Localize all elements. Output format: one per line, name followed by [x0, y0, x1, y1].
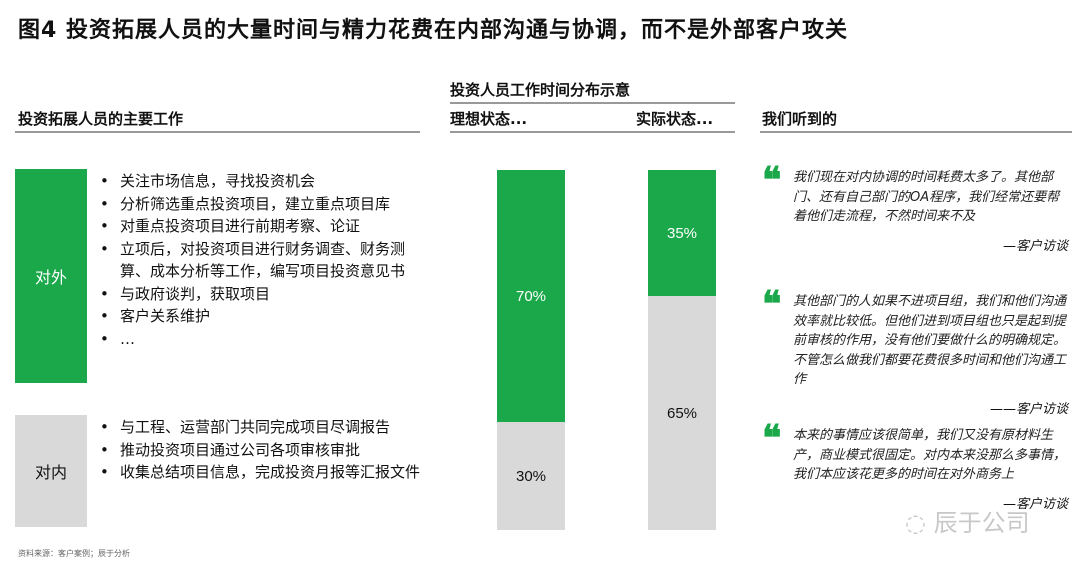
quote-block: ❝ 其他部门的人如果不进项目组，我们和他们沟通效率就比较低。但他们进到项目组也只… [762, 286, 1072, 417]
quote-text: 我们现在对内协调的时间耗费太多了。其他部门、还有自己部门的OA程序，我们经常还要… [793, 170, 1060, 224]
task-item: 对重点投资项目进行前期考察、论证 [100, 215, 420, 238]
bar-segment-external: 70% [497, 170, 565, 422]
divider [450, 131, 735, 133]
left-header: 投资拓展人员的主要工作 [18, 110, 184, 128]
category-label-ideal: 理想状态... [450, 110, 528, 128]
task-item: 关注市场信息，寻找投资机会 [100, 170, 420, 193]
task-item: 与工程、运营部门共同完成项目尽调报告 [100, 416, 420, 439]
bar-actual: 35% 65% [648, 170, 716, 530]
quote-attribution: —客户访谈 [1002, 238, 1068, 254]
internal-task-list: 与工程、运营部门共同完成项目尽调报告推动投资项目通过公司各项审核审批收集总结项目… [100, 416, 420, 484]
task-item: 分析筛选重点投资项目，建立重点项目库 [100, 193, 420, 216]
bar-segment-external: 35% [648, 170, 716, 296]
quote-mark-icon: ❝ [762, 283, 782, 325]
task-item: 收集总结项目信息，完成投资月报等汇报文件 [100, 461, 420, 484]
task-item: 立项后，对投资项目进行财务调查、财务测算、成本分析等工作，编写项目投资意见书 [100, 238, 420, 283]
group-label: 对外 [34, 268, 67, 287]
source-note: 资料来源：客户案例；辰于分析 [18, 549, 130, 558]
data-label: 30% [515, 467, 547, 485]
chart-title: 投资人员工作时间分布示意 [450, 81, 631, 99]
quote-mark-icon: ❝ [762, 417, 782, 459]
quote-attribution: ——客户访谈 [989, 401, 1068, 417]
right-header: 我们听到的 [762, 110, 838, 128]
bar-ideal: 70% 30% [497, 170, 565, 530]
watermark-logo: ◌ 辰于公司 [905, 509, 1030, 537]
external-label-box: 对外 [15, 169, 87, 383]
page-title: 图4 投资拓展人员的大量时间与精力花费在内部沟通与协调，而不是外部客户攻关 [18, 18, 848, 43]
bar-segment-internal: 30% [497, 422, 565, 530]
task-item: 客户关系维护 [100, 305, 420, 328]
divider [760, 131, 1072, 133]
task-item: 与政府谈判，获取项目 [100, 283, 420, 306]
internal-label-box: 对内 [15, 415, 87, 527]
divider [15, 131, 420, 133]
bar-segment-internal: 65% [648, 296, 716, 530]
quote-text: 其他部门的人如果不进项目组，我们和他们沟通效率就比较低。但他们进到项目组也只是起… [793, 294, 1067, 387]
task-item: … [100, 328, 420, 351]
quote-block: ❝ 我们现在对内协调的时间耗费太多了。其他部门、还有自己部门的OA程序，我们经常… [762, 162, 1072, 254]
external-task-list: 关注市场信息，寻找投资机会分析筛选重点投资项目，建立重点项目库对重点投资项目进行… [100, 170, 420, 350]
quote-attribution: —客户访谈 [1002, 496, 1068, 512]
data-label: 35% [666, 224, 698, 242]
quote-text: 本来的事情应该很简单，我们又没有原材料生产，商业模式很固定。对内本来没那么多事情… [793, 428, 1067, 482]
watermark-text: 辰于公司 [933, 509, 1030, 537]
task-item: 推动投资项目通过公司各项审核审批 [100, 439, 420, 462]
quote-mark-icon: ❝ [762, 159, 782, 201]
data-label: 65% [666, 404, 698, 422]
quote-block: ❝ 本来的事情应该很简单，我们又没有原材料生产，商业模式很固定。对内本来没那么多… [762, 420, 1072, 512]
divider [450, 102, 735, 104]
group-label: 对内 [34, 463, 67, 482]
category-label-actual: 实际状态... [636, 110, 714, 128]
data-label: 70% [515, 287, 547, 305]
